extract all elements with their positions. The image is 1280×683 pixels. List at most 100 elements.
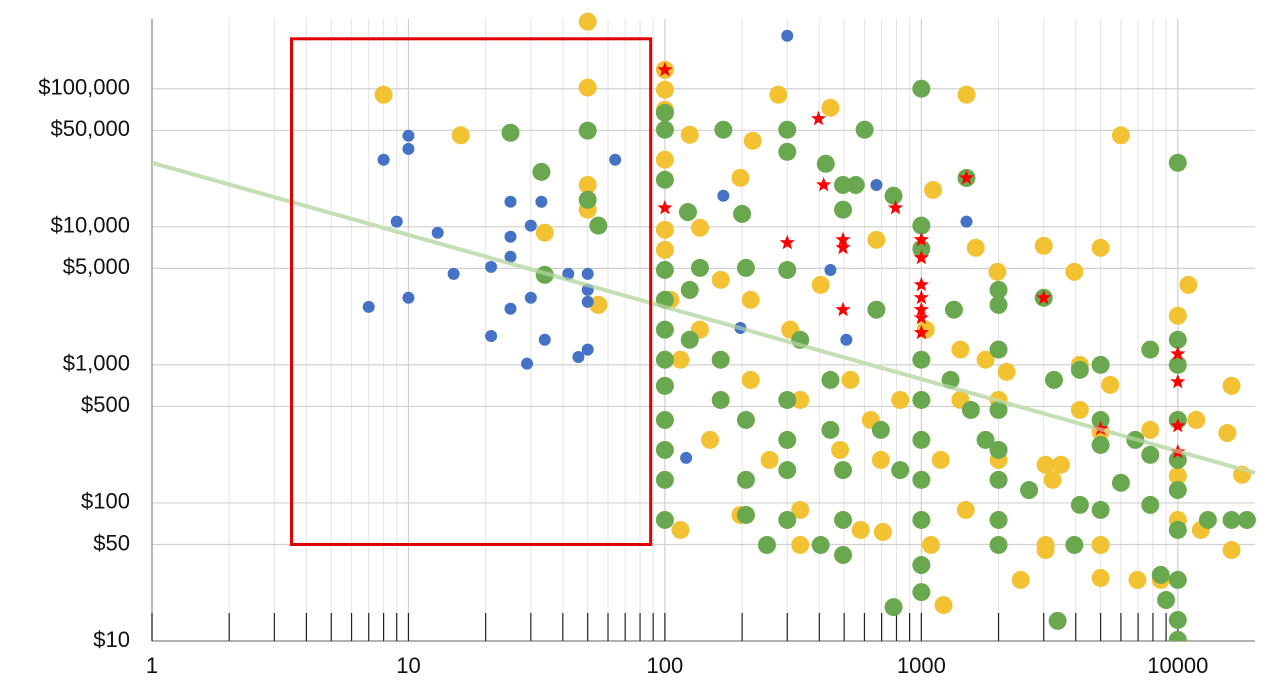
point <box>504 250 517 263</box>
point <box>680 280 699 299</box>
point <box>1168 306 1187 325</box>
point <box>701 430 720 449</box>
point <box>1034 236 1053 255</box>
point <box>655 470 674 489</box>
point <box>578 190 597 209</box>
x-tick-label: 1000 <box>897 653 946 678</box>
point <box>912 510 931 529</box>
point <box>1043 470 1062 489</box>
point <box>1070 400 1089 419</box>
star-marker <box>1170 418 1186 433</box>
star-marker <box>913 324 929 340</box>
point <box>1168 153 1187 172</box>
point <box>655 510 674 529</box>
point <box>951 340 970 359</box>
star-marker <box>1036 289 1052 305</box>
point <box>811 275 830 294</box>
point <box>1168 450 1187 469</box>
point <box>1218 424 1237 443</box>
point <box>778 390 797 409</box>
point <box>711 350 730 369</box>
point <box>655 150 674 169</box>
point <box>1141 495 1160 514</box>
point <box>1222 376 1241 395</box>
point <box>1141 445 1160 464</box>
star-marker <box>913 289 929 305</box>
point <box>1151 565 1170 584</box>
point <box>989 535 1008 554</box>
point <box>609 153 622 166</box>
x-tick-label: 10 <box>396 653 420 678</box>
point <box>989 280 1008 299</box>
star-marker <box>887 199 904 215</box>
star-marker <box>835 301 851 317</box>
point <box>504 230 517 243</box>
point <box>912 583 931 602</box>
point <box>538 333 551 346</box>
point <box>871 450 890 469</box>
point <box>811 535 830 554</box>
point <box>871 420 890 439</box>
x-tick-label: 100 <box>647 653 684 678</box>
point <box>1048 611 1067 630</box>
point <box>671 520 690 539</box>
point <box>504 195 517 208</box>
point <box>961 400 980 419</box>
point <box>873 522 892 541</box>
point <box>1070 495 1089 514</box>
star-marker <box>1170 373 1186 389</box>
point <box>1141 340 1160 359</box>
point <box>923 180 942 199</box>
point <box>989 400 1008 419</box>
point <box>867 230 886 249</box>
point <box>884 186 903 205</box>
point <box>791 390 810 409</box>
point <box>711 390 730 409</box>
point <box>374 85 393 104</box>
point <box>944 300 963 319</box>
y-tick-label: $50,000 <box>50 116 130 141</box>
point <box>1237 510 1256 529</box>
point <box>1101 375 1120 394</box>
point <box>791 535 810 554</box>
point <box>989 510 1008 529</box>
point <box>1222 541 1241 560</box>
point <box>1051 455 1070 474</box>
star-marker <box>913 231 929 247</box>
highlight-box <box>290 37 653 546</box>
point <box>1168 355 1187 374</box>
point <box>733 204 752 223</box>
point <box>1111 126 1130 145</box>
point <box>912 556 931 575</box>
point <box>743 131 762 150</box>
point <box>841 370 860 389</box>
point <box>989 295 1008 314</box>
y-tick-label: $10,000 <box>50 213 130 238</box>
point <box>816 154 835 173</box>
point <box>1036 535 1055 554</box>
point <box>757 535 776 554</box>
point <box>840 333 853 346</box>
star-marker <box>1170 345 1186 361</box>
point <box>578 175 597 194</box>
point <box>736 258 755 277</box>
point <box>934 596 953 615</box>
point <box>1065 262 1084 281</box>
point <box>655 260 674 279</box>
point <box>589 295 608 314</box>
point <box>581 267 594 280</box>
point <box>778 260 797 279</box>
point <box>976 430 995 449</box>
point <box>1091 435 1110 454</box>
point <box>451 126 470 145</box>
point <box>741 290 760 309</box>
point <box>524 291 537 304</box>
point <box>824 263 837 276</box>
point <box>524 219 537 232</box>
point <box>831 440 850 459</box>
point <box>1036 455 1055 474</box>
point <box>690 258 709 277</box>
point <box>997 362 1016 381</box>
point <box>535 223 554 242</box>
